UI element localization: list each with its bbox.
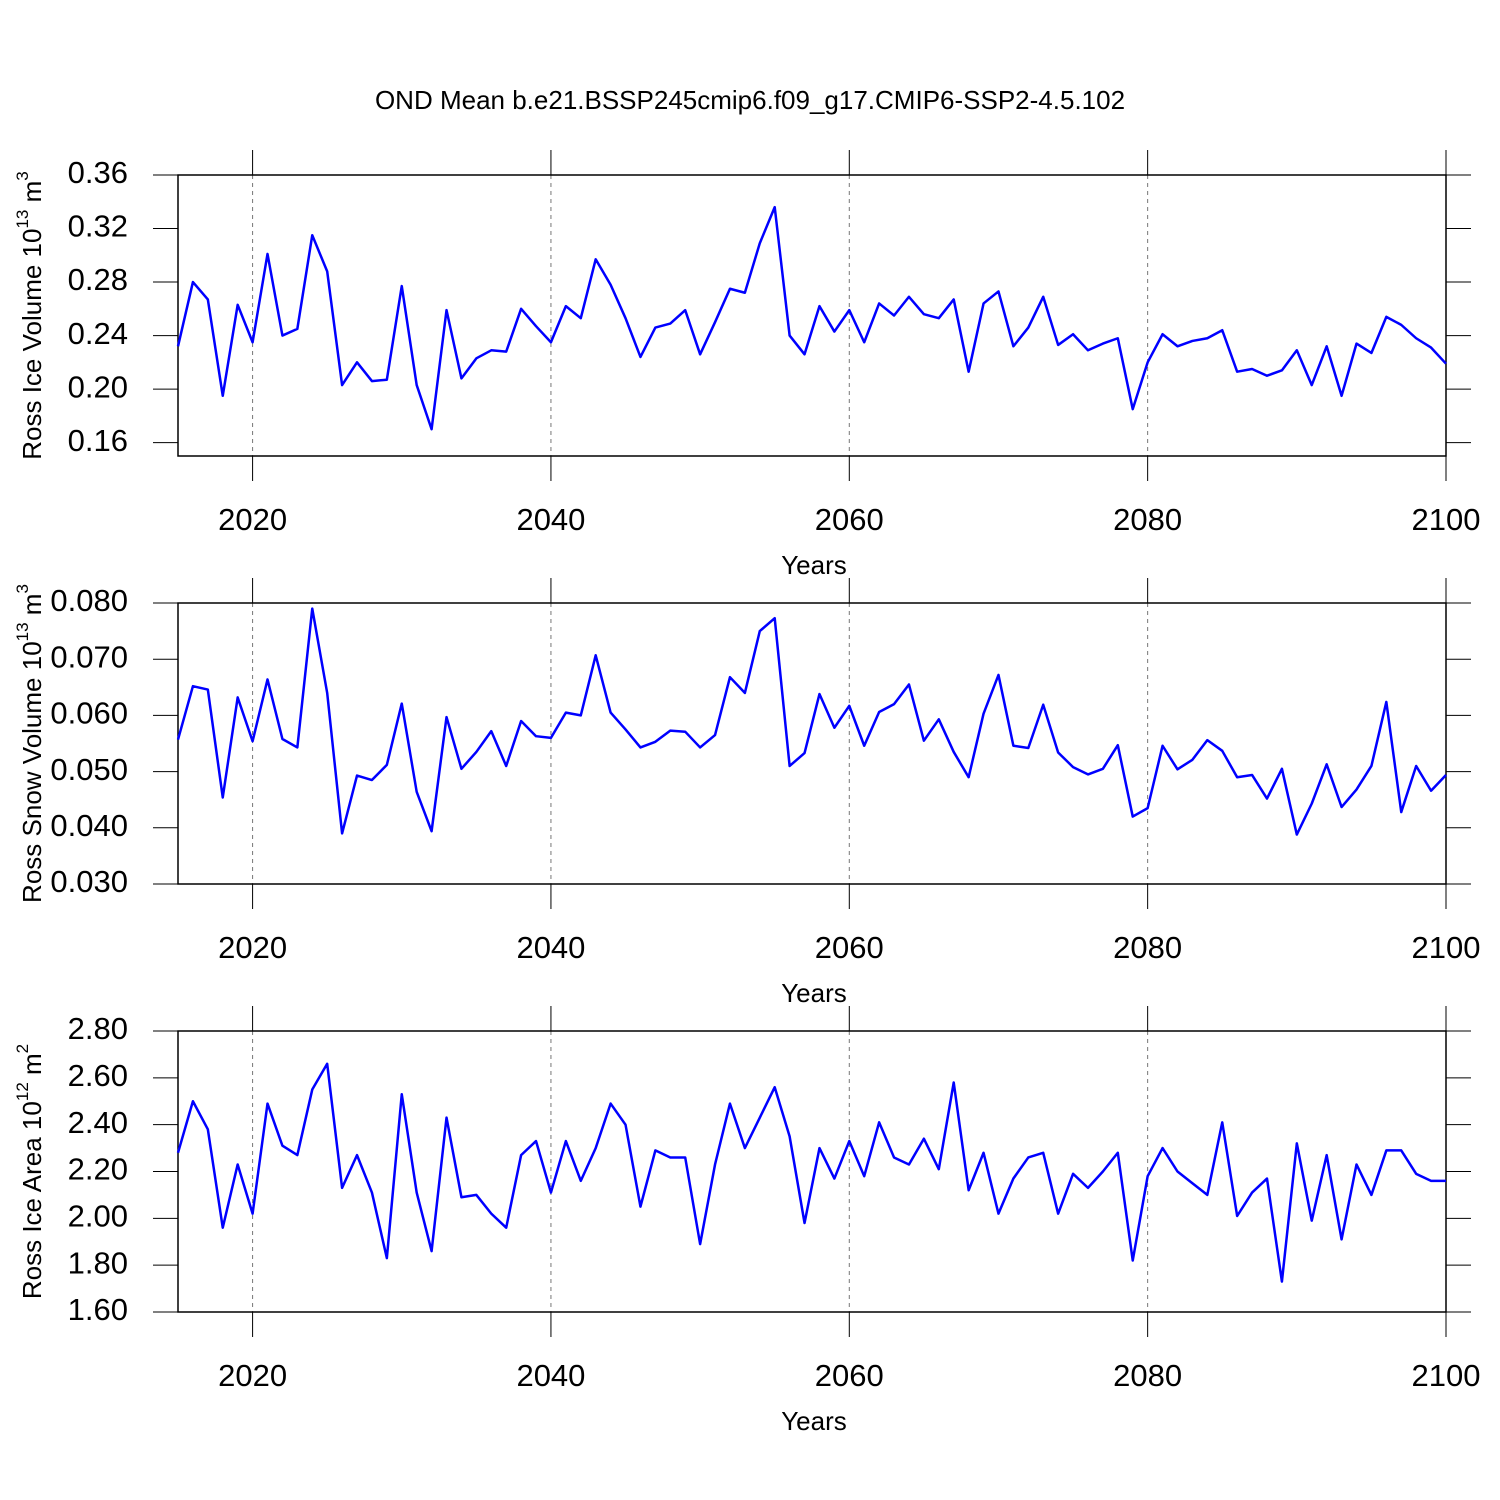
x-tick-label: 2020 (218, 1358, 287, 1393)
x-axis-label: Years (781, 550, 847, 580)
superscript: 13 (13, 622, 32, 641)
y-tick-label: 1.80 (68, 1245, 128, 1280)
y-tick-label: 0.36 (68, 155, 128, 190)
y-tick-label: 2.80 (68, 1011, 128, 1046)
plot-frame (177, 174, 1447, 457)
superscript: 2 (13, 1044, 32, 1053)
y-tick-label: 2.40 (68, 1105, 128, 1140)
x-tick-label: 2060 (815, 930, 884, 965)
y-tick-label: 0.32 (68, 209, 128, 244)
x-tick-label: 2100 (1412, 930, 1481, 965)
plot-frame (177, 602, 1447, 885)
chart-title: OND Mean b.e21.BSSP245cmip6.f09_g17.CMIP… (375, 85, 1125, 115)
x-tick-label: 2060 (815, 1358, 884, 1393)
y-tick-label: 0.080 (50, 583, 128, 618)
y-axis-label: Ross Snow Volume 1013 m3 (13, 584, 46, 903)
y-tick-label: 0.040 (50, 808, 128, 843)
x-tick-label: 2080 (1113, 930, 1182, 965)
x-tick-label: 2040 (516, 1358, 585, 1393)
x-tick-label: 2080 (1113, 502, 1182, 537)
x-tick-label: 2040 (516, 930, 585, 965)
x-tick-label: 2040 (516, 502, 585, 537)
y-tick-label: 1.60 (68, 1292, 128, 1327)
x-tick-label: 2080 (1113, 1358, 1182, 1393)
y-tick-label: 0.070 (50, 639, 128, 674)
y-tick-label: 2.60 (68, 1058, 128, 1093)
y-tick-label: 0.28 (68, 262, 128, 297)
x-tick-label: 2100 (1412, 1358, 1481, 1393)
label-part: Ross Snow Volume 10 (17, 641, 47, 903)
y-tick-label: 0.030 (50, 864, 128, 899)
y-tick-label: 0.060 (50, 696, 128, 731)
label-part: Ross Ice Area 10 (17, 1101, 47, 1299)
superscript: 13 (13, 210, 32, 229)
y-tick-label: 0.16 (68, 423, 128, 458)
superscript: 3 (13, 171, 32, 180)
x-axis-label: Years (781, 978, 847, 1008)
plot-frame (177, 1030, 1447, 1313)
y-tick-label: 0.24 (68, 316, 128, 351)
x-tick-label: 2060 (815, 502, 884, 537)
data-line (176, 205, 1447, 431)
superscript: 12 (13, 1082, 32, 1101)
x-axis-label: Years (781, 1406, 847, 1436)
x-tick-label: 2020 (218, 502, 287, 537)
y-axis-label: Ross Ice Area 1012 m2 (13, 1044, 46, 1299)
y-tick-label: 2.00 (68, 1199, 128, 1234)
label-part: m (17, 1053, 47, 1082)
x-tick-label: 2100 (1412, 502, 1481, 537)
label-part: m (17, 594, 47, 623)
y-axis-label: Ross Ice Volume 1013 m3 (13, 171, 46, 460)
data-line (176, 607, 1447, 836)
superscript: 3 (13, 584, 32, 593)
x-tick-label: 2020 (218, 930, 287, 965)
y-tick-label: 0.050 (50, 752, 128, 787)
label-part: m (17, 181, 47, 210)
label-part: Ross Ice Volume 10 (17, 229, 47, 460)
data-line (176, 1062, 1446, 1283)
y-tick-label: 0.20 (68, 369, 128, 404)
y-tick-label: 2.20 (68, 1152, 128, 1187)
